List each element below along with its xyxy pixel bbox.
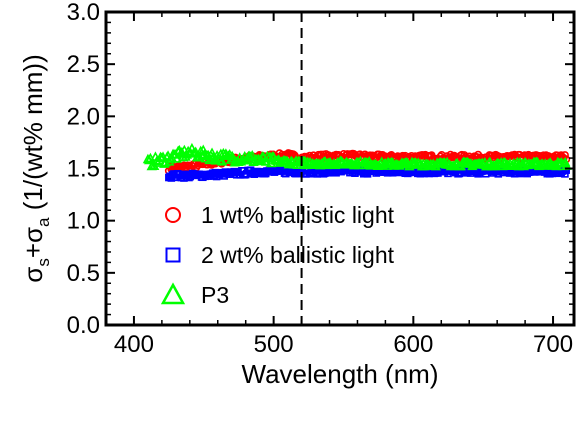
legend-marker-circle: [165, 207, 181, 223]
legend-marker-triangle: [160, 282, 186, 305]
legend-label: P3: [201, 282, 229, 308]
y-title-sub2: a: [34, 217, 53, 227]
data-point: [247, 149, 258, 160]
x-tick-label: 700: [533, 331, 573, 358]
x-tick-label: 500: [254, 331, 294, 358]
x-tick-label: 400: [114, 331, 154, 358]
y-title-sub1: s: [34, 258, 53, 267]
y-tick-label: 1.5: [67, 156, 100, 183]
legend-label: 2 wt% ballistic light: [201, 242, 395, 268]
series-3: [142, 142, 572, 171]
y-tick-label: 3.0: [67, 0, 100, 26]
tick-layer: 400 500 600 700 0.0 0.5 1.0 1.5 2.0 2.5 3.0: [67, 0, 574, 358]
y-tick-label: 0.0: [67, 312, 100, 339]
x-tick-label: 600: [393, 331, 433, 358]
data-point: [216, 156, 228, 166]
legend: 1 wt% ballistic light 2 wt% ballistic lig…: [160, 202, 395, 308]
x-axis-title: Wavelength (nm): [242, 359, 439, 389]
y-title-mid: +σ: [18, 227, 48, 258]
y-tick-label: 1.0: [67, 208, 100, 235]
legend-label: 1 wt% ballistic light: [201, 202, 395, 228]
y-tick-label: 0.5: [67, 260, 100, 287]
y-title-suffix: (1/(wt% mm)): [18, 54, 48, 217]
data-point: [196, 150, 208, 161]
y-tick-label: 2.0: [67, 103, 100, 130]
series-2: [165, 165, 570, 182]
y-tick-label: 2.5: [67, 51, 100, 78]
data-layer: [142, 142, 572, 182]
y-axis-title: σs+σa (1/(wt% mm)): [18, 54, 53, 282]
legend-marker-square: [165, 247, 181, 263]
data-point: [171, 153, 182, 163]
y-title-prefix: σ: [18, 267, 48, 283]
